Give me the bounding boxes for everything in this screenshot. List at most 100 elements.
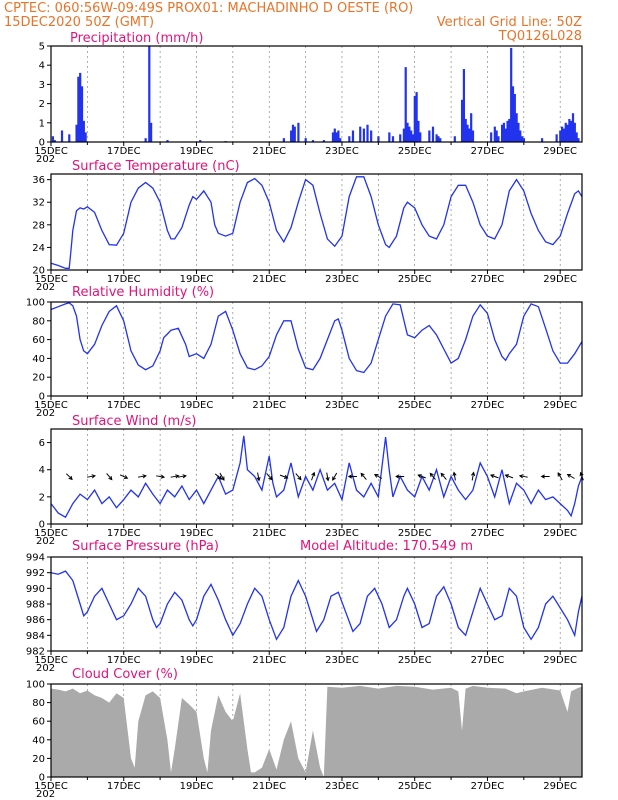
- y-tick-label: 2: [39, 492, 45, 503]
- wind-arrow-shaft: [257, 472, 260, 481]
- header-station: CPTEC: 060:56W-09:49S PROX01: MACHADINHO…: [4, 1, 413, 16]
- precip-bar: [293, 126, 296, 142]
- wind-arrow-head: [373, 473, 379, 478]
- precip-bar: [437, 136, 440, 142]
- x-tick-label: 15DEC: [34, 274, 68, 285]
- panel-temp: 20 24 28 32 36 15DEC 17DEC 19DEC 21DEC 23DEC 25DEC…: [32, 159, 583, 293]
- precip-bar: [362, 128, 365, 142]
- precip-bar: [79, 72, 82, 142]
- wind-arrow-head: [579, 471, 584, 477]
- y-tick-label: 80: [32, 698, 45, 709]
- precip-bar: [522, 138, 526, 142]
- x-year-fragment: 202: [36, 663, 55, 674]
- x-tick-label: 17DEC: [107, 528, 141, 539]
- precip-bar: [391, 136, 395, 142]
- wind-arrow-head: [268, 476, 273, 481]
- pres-line: [50, 570, 583, 641]
- y-tick-label: 100: [26, 298, 45, 309]
- precip-bar: [462, 69, 465, 142]
- precip-bar: [82, 120, 85, 142]
- wind-arrow: [325, 472, 330, 482]
- y-tick-label: 60: [32, 335, 45, 346]
- wind-arrow-head: [283, 474, 289, 479]
- wind-arrow-head: [417, 474, 422, 479]
- x-tick-label: 21DEC: [252, 528, 286, 539]
- precip-bar: [150, 122, 153, 142]
- wind-arrow-head: [471, 471, 476, 477]
- precip-bar: [144, 138, 147, 142]
- y-tick-label: 0: [39, 138, 45, 149]
- precip-bar: [411, 134, 415, 142]
- precip-bar: [417, 120, 420, 142]
- precip-bar: [199, 140, 202, 142]
- precip-bar: [404, 67, 407, 142]
- wind-arrow-shaft: [177, 475, 186, 478]
- header-grid-note: Vertical Grid Line: 50Z: [437, 15, 582, 30]
- wind-arrow-shaft: [453, 472, 456, 481]
- header-date: 15DEC2020 50Z (GMT): [4, 15, 154, 30]
- wind-arrow-head: [68, 475, 73, 481]
- x-tick-label: 17DEC: [107, 400, 141, 411]
- precip-bar: [577, 138, 580, 142]
- y-tick-label: 40: [32, 354, 45, 365]
- precip-bar: [335, 132, 338, 142]
- x-tick-label: 25DEC: [398, 146, 432, 157]
- precip-bar: [348, 136, 351, 142]
- x-tick-label: 19DEC: [180, 528, 214, 539]
- precip-bar: [297, 122, 300, 142]
- wind-arrow-shaft: [360, 473, 367, 480]
- wind-arrow-head: [297, 476, 302, 481]
- x-tick-label: 17DEC: [107, 274, 141, 285]
- wind-arrow-shaft: [374, 474, 383, 479]
- wind-arrow: [373, 473, 383, 479]
- temp-title: Surface Temperature (nC): [72, 159, 240, 174]
- x-year-fragment: 202: [36, 789, 55, 800]
- cloud-area: [51, 685, 582, 777]
- panel-frame: [50, 45, 583, 143]
- wind-arrow: [119, 474, 129, 479]
- wind-arrow-shaft: [332, 472, 338, 481]
- wind-arrow-head: [429, 472, 434, 477]
- precip-bar: [515, 113, 518, 142]
- panel-frame: [50, 428, 583, 525]
- wind-arrow-head: [175, 474, 180, 479]
- wind-arrow: [332, 472, 338, 481]
- wind-arrow: [452, 471, 457, 481]
- precip-bar: [508, 118, 511, 142]
- temp-line: [50, 176, 583, 269]
- x-tick-label: 19DEC: [180, 781, 214, 792]
- precip-bar: [517, 122, 520, 142]
- panel-wind: 0 2 4 6 15DEC 17DEC 19DEC 21DEC 23DEC 25DEC 27DEC 2…: [34, 414, 584, 547]
- wind-arrow-head: [489, 474, 495, 479]
- precip-bar: [428, 130, 431, 142]
- precip-bar: [460, 99, 464, 142]
- wind-arrow-shaft: [66, 473, 73, 480]
- wind-arrow-shaft: [557, 472, 563, 481]
- panel-precip: 0 1 2 3 4 5 15DEC 17DEC 19DEC 21DEC 23DEC 25DEC 27DE…: [34, 31, 583, 165]
- x-tick-label: 25DEC: [398, 274, 432, 285]
- wind-arrow-head: [217, 475, 223, 480]
- y-tick-label: 988: [26, 600, 45, 611]
- wind-arrow-head: [311, 471, 316, 477]
- x-tick-label: 21DEC: [252, 781, 286, 792]
- y-tick-label: 1: [39, 118, 45, 129]
- wind-arrow: [489, 474, 499, 479]
- rh-line: [50, 302, 583, 374]
- x-tick-label: 17DEC: [107, 655, 141, 666]
- x-tick-label: 17DEC: [107, 781, 141, 792]
- wind-arrow-head: [123, 475, 129, 479]
- x-tick-label: 21DEC: [252, 655, 286, 666]
- x-tick-label: 15DEC: [34, 781, 68, 792]
- precip-bar: [510, 47, 513, 142]
- header-model: TQ0126L028: [498, 29, 582, 44]
- wind-line: [50, 435, 583, 519]
- wind-arrow: [86, 474, 96, 479]
- y-tick-label: 100: [26, 680, 45, 691]
- wind-arrow: [566, 473, 575, 479]
- y-tick-label: 4: [39, 61, 45, 72]
- wind-arrow: [311, 471, 316, 481]
- wind-arrow: [279, 474, 289, 479]
- x-tick-label: 27DEC: [471, 400, 505, 411]
- precip-bar: [419, 132, 422, 142]
- precip-bar: [351, 130, 355, 142]
